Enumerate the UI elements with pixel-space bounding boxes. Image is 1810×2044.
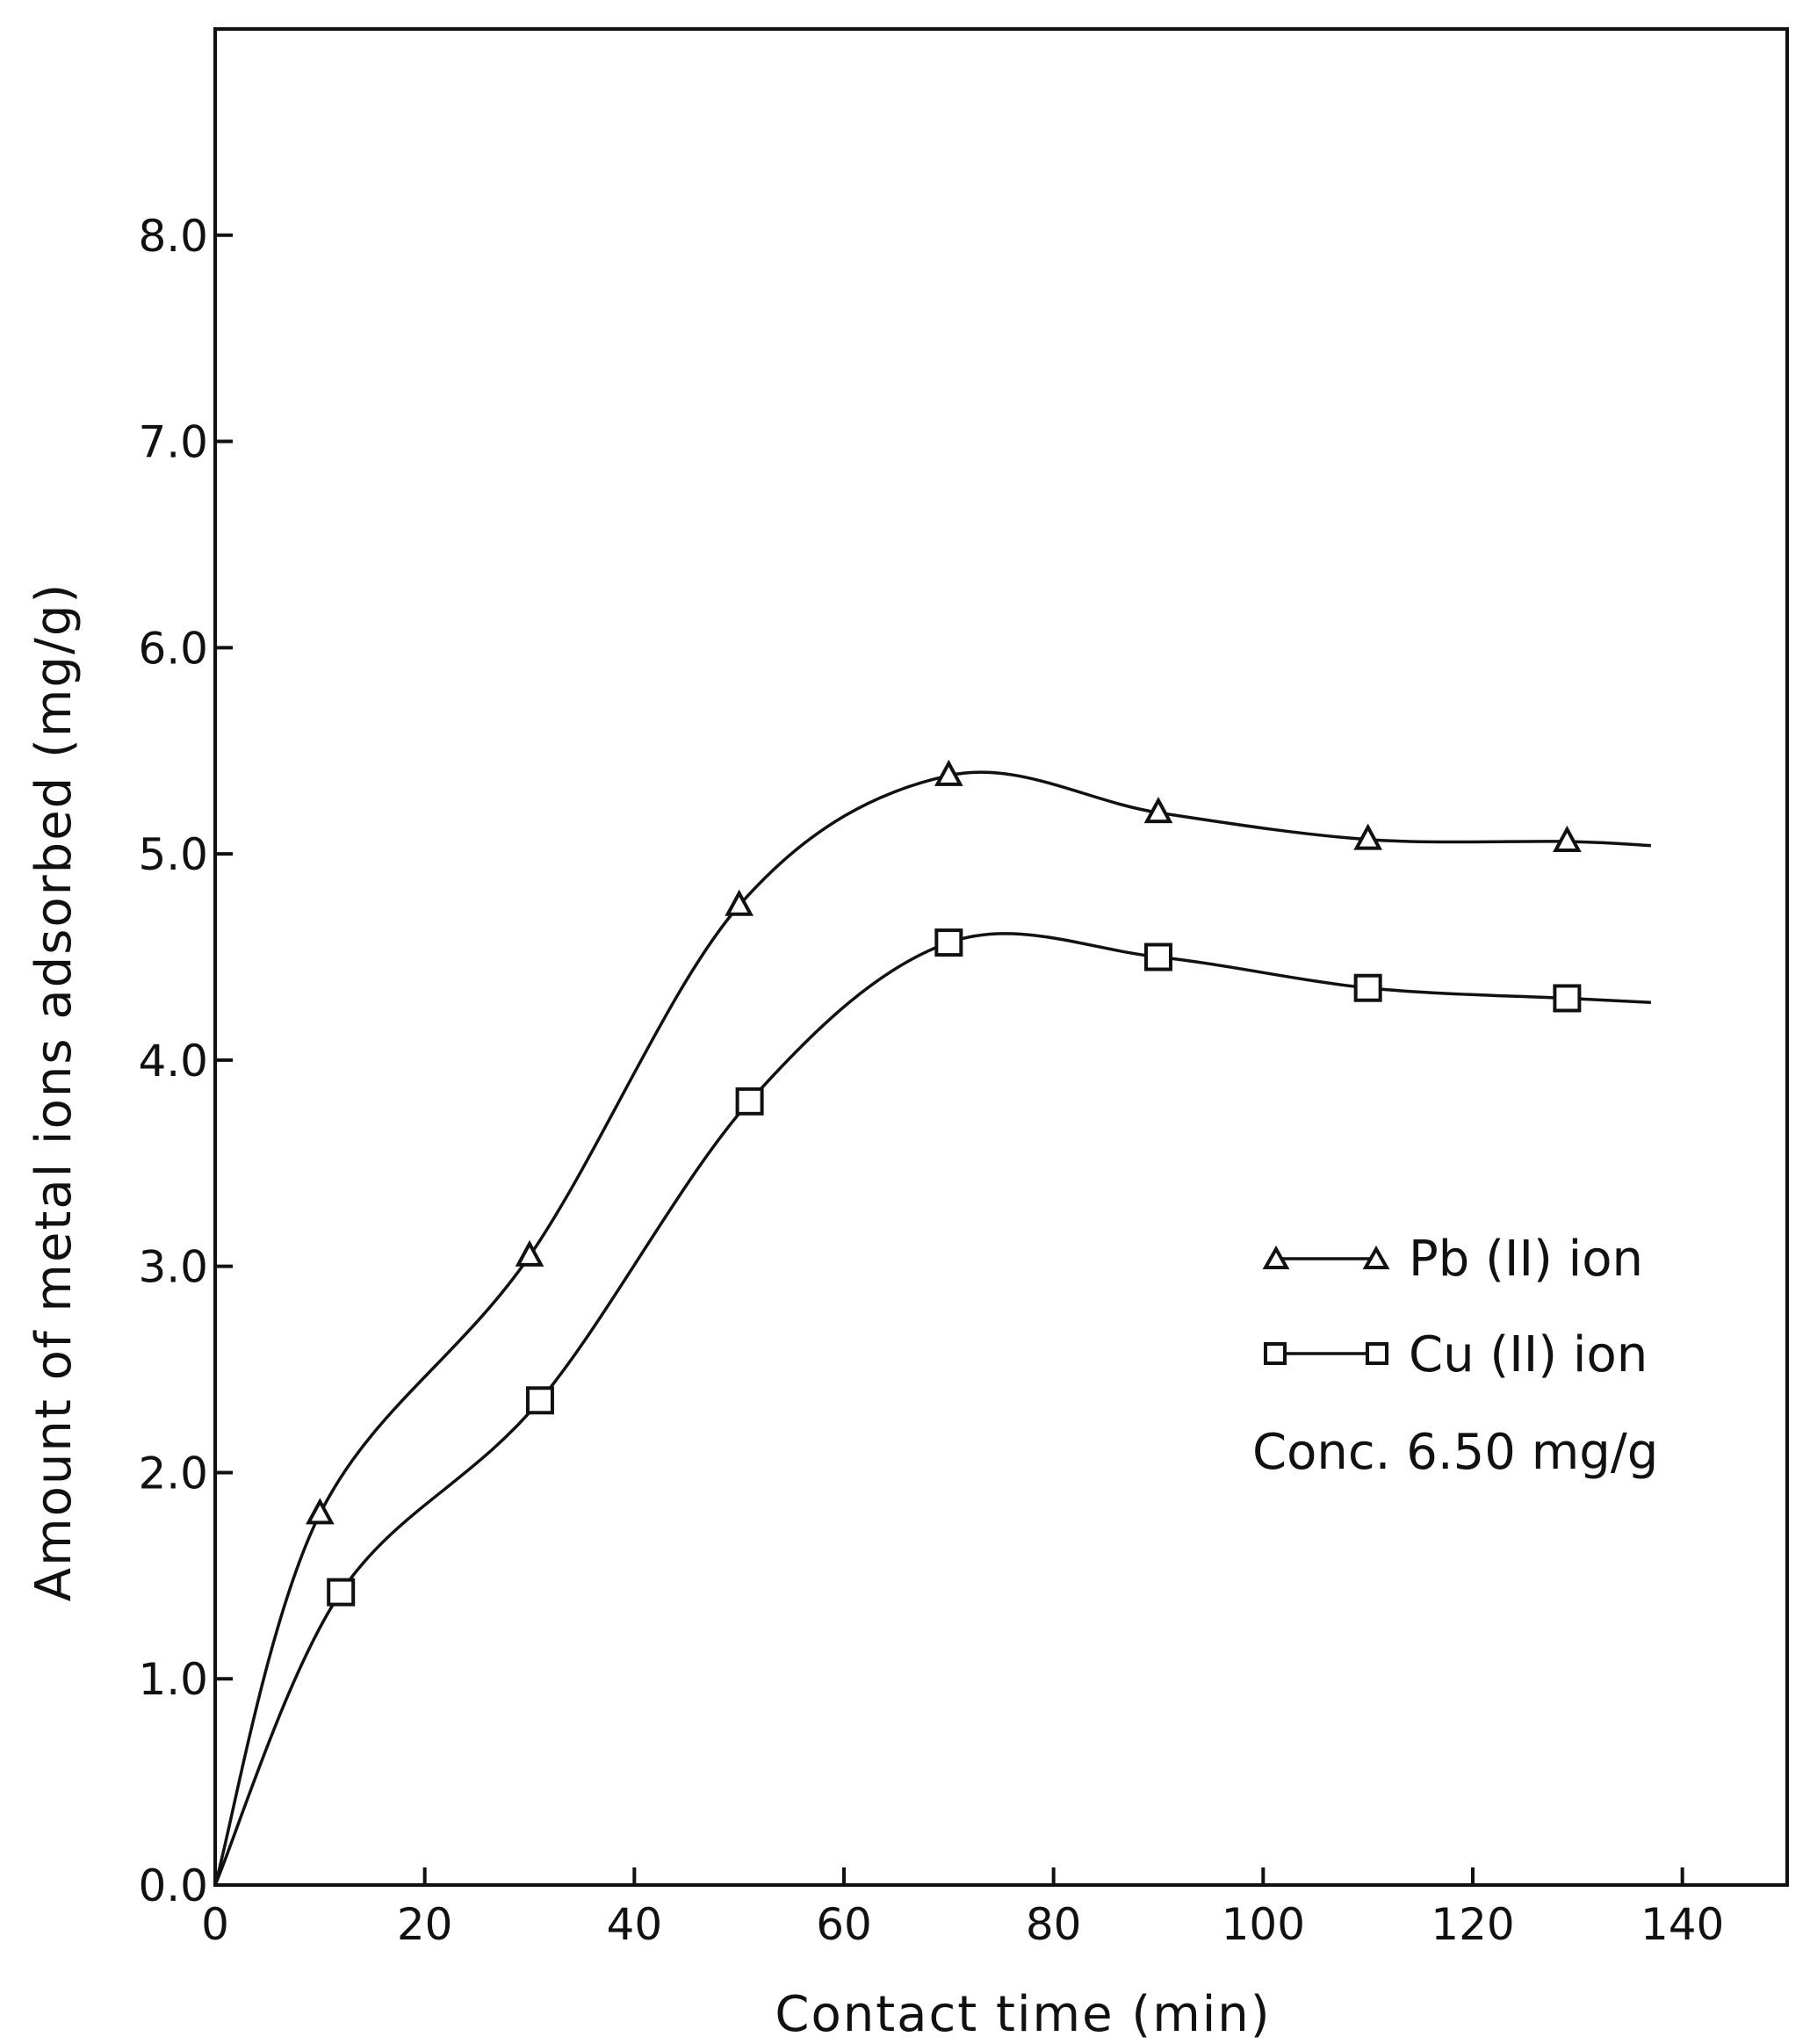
y-tick-label: 0.0 bbox=[138, 1860, 208, 1911]
legend-label-pb: Pb (II) ion bbox=[1409, 1231, 1643, 1288]
x-tick-label: 140 bbox=[1641, 1899, 1724, 1950]
legend-marker-pb-left bbox=[1262, 1245, 1290, 1269]
point-cu bbox=[735, 1087, 764, 1116]
y-tick-label: 3.0 bbox=[138, 1242, 208, 1293]
point-pb bbox=[1553, 825, 1582, 853]
x-tick-label: 40 bbox=[607, 1899, 663, 1950]
x-axis-title: Contact time (min) bbox=[775, 1986, 1271, 2043]
legend-marker-cu-right bbox=[1366, 1342, 1388, 1365]
point-cu bbox=[525, 1386, 554, 1415]
x-tick-label: 80 bbox=[1026, 1899, 1082, 1950]
point-pb bbox=[725, 889, 754, 916]
y-tick-label: 6.0 bbox=[138, 623, 208, 674]
point-pb bbox=[1353, 823, 1383, 850]
y-axis-ticks: 0.0 1.0 2.0 3.0 4.0 5.0 6.0 7.0 8.0 bbox=[138, 211, 233, 1911]
point-pb bbox=[305, 1498, 335, 1525]
y-tick-label: 4.0 bbox=[138, 1036, 208, 1087]
y-axis-title: Amount of metal ions adsorbed (mg/g) bbox=[25, 582, 83, 1601]
x-tick-label: 100 bbox=[1222, 1899, 1305, 1950]
y-tick-label: 1.0 bbox=[138, 1654, 208, 1705]
point-pb bbox=[515, 1239, 544, 1267]
legend-marker-cu-left bbox=[1264, 1342, 1287, 1365]
x-axis-ticks: 0 20 40 60 80 100 120 140 bbox=[201, 1867, 1724, 1950]
x-tick-label: 0 bbox=[201, 1899, 229, 1950]
series-line-cu bbox=[213, 932, 1651, 1886]
legend-label-cu: Cu (II) ion bbox=[1409, 1326, 1648, 1383]
point-cu bbox=[327, 1578, 356, 1607]
series-line-pb bbox=[213, 770, 1651, 1886]
y-tick-label: 5.0 bbox=[138, 829, 208, 880]
point-cu bbox=[1144, 943, 1172, 971]
y-tick-label: 7.0 bbox=[138, 417, 208, 468]
legend: Pb (II) ion Cu (II) ion Conc. 6.50 mg/g bbox=[1252, 1231, 1658, 1481]
plot-frame bbox=[213, 27, 1789, 1887]
y-tick-label: 2.0 bbox=[138, 1448, 208, 1499]
point-pb bbox=[934, 759, 963, 786]
point-cu bbox=[1353, 973, 1382, 1002]
x-tick-label: 20 bbox=[397, 1899, 453, 1950]
point-cu bbox=[934, 928, 963, 957]
x-tick-label: 60 bbox=[816, 1899, 872, 1950]
legend-marker-pb-right bbox=[1362, 1245, 1390, 1269]
concentration-note: Conc. 6.50 mg/g bbox=[1252, 1424, 1658, 1481]
point-pb bbox=[1143, 796, 1173, 824]
y-tick-label: 8.0 bbox=[138, 211, 208, 262]
series-layer bbox=[213, 759, 1651, 1886]
x-tick-label: 120 bbox=[1431, 1899, 1514, 1950]
point-cu bbox=[1553, 984, 1582, 1013]
